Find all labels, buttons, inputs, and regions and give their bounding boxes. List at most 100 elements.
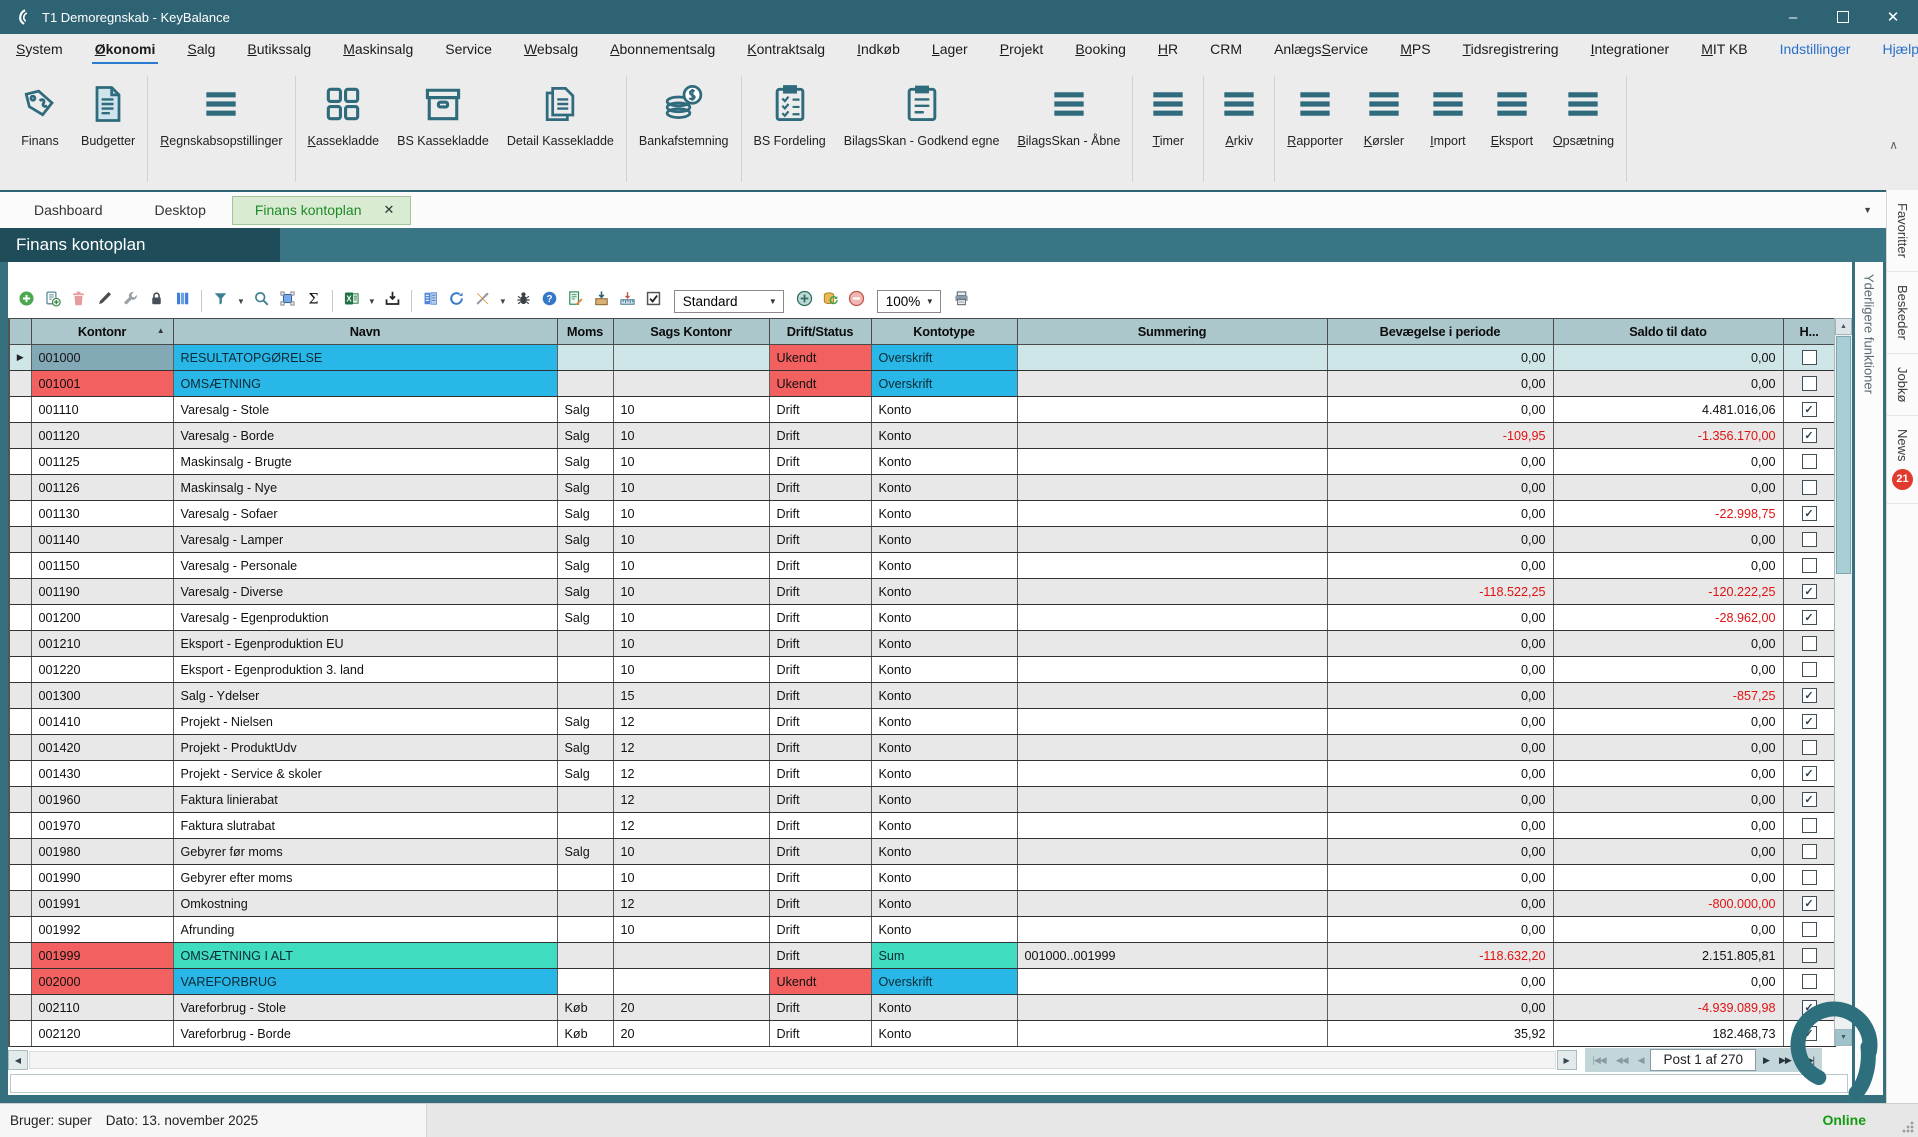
help-button[interactable]: ? bbox=[537, 288, 562, 314]
menu-maskinsalg[interactable]: Maskinsalg bbox=[343, 41, 414, 57]
row-checkbox[interactable]: ✓ bbox=[1801, 428, 1817, 443]
menu-indstillinger[interactable]: Indstillinger bbox=[1779, 41, 1851, 57]
menu-butikssalg[interactable]: Butikssalg bbox=[247, 41, 312, 57]
table-row-001991[interactable]: 001991 Omkostning 12 Drift Konto 0,00 -800.000… bbox=[9, 890, 1836, 917]
search-button[interactable] bbox=[249, 288, 274, 314]
archive-box-button[interactable] bbox=[589, 288, 614, 314]
ribbon-regnskabsopstillinger[interactable]: Regnskabsopstillinger bbox=[151, 76, 291, 148]
menu-service[interactable]: Service bbox=[445, 41, 492, 57]
prev-page-button[interactable]: ◀◀ bbox=[1615, 1054, 1629, 1065]
scroll-down-icon[interactable]: ▼ bbox=[1835, 1029, 1852, 1046]
refresh-grid-button[interactable] bbox=[444, 288, 469, 314]
menu-lager[interactable]: Lager bbox=[931, 41, 968, 57]
table-row-001200[interactable]: 001200 Varesalg - Egenproduktion Salg 10 Dri… bbox=[9, 604, 1836, 631]
table-row-001300[interactable]: 001300 Salg - Ydelser 15 Drift Konto 0,00 -857… bbox=[9, 682, 1836, 709]
standard-checkbox-button[interactable] bbox=[641, 288, 666, 314]
table-row-001980[interactable]: 001980 Gebyrer før moms Salg 10 Drift Konto 0,… bbox=[9, 838, 1836, 865]
row-selector-column[interactable] bbox=[8, 318, 32, 345]
row-checkbox[interactable]: ✓ bbox=[1801, 402, 1817, 417]
row-checkbox[interactable] bbox=[1801, 974, 1817, 989]
dropdown-caret-icon[interactable]: ▼ bbox=[498, 296, 507, 306]
row-checkbox[interactable]: ✓ bbox=[1801, 896, 1817, 911]
row-checkbox[interactable] bbox=[1801, 480, 1817, 495]
print-button[interactable] bbox=[949, 288, 974, 314]
copy-record-button[interactable] bbox=[40, 288, 65, 314]
row-checkbox[interactable] bbox=[1801, 818, 1817, 833]
menu-projekt[interactable]: Projekt bbox=[999, 41, 1044, 57]
add-layout-button[interactable] bbox=[792, 288, 817, 314]
vertical-scrollbar[interactable]: ▲ ▼ bbox=[1834, 318, 1852, 1046]
excel-export-button[interactable]: X bbox=[339, 288, 364, 314]
horizontal-scrollbar[interactable] bbox=[29, 1051, 1556, 1069]
tab-list-dropdown-icon[interactable]: ▼ bbox=[1863, 205, 1872, 215]
column-header-summering[interactable]: Summering bbox=[1016, 318, 1328, 345]
menu-abonnementsalg[interactable]: Abonnementsalg bbox=[610, 41, 716, 57]
menu-crm[interactable]: CRM bbox=[1210, 41, 1243, 57]
row-checkbox[interactable] bbox=[1801, 844, 1817, 859]
remove-layout-button[interactable] bbox=[844, 288, 869, 314]
table-row-001430[interactable]: 001430 Projekt - Service & skoler Salg 12 Dr… bbox=[9, 760, 1836, 787]
tab-dashboard[interactable]: Dashboard bbox=[8, 196, 129, 225]
row-checkbox[interactable] bbox=[1801, 740, 1817, 755]
row-checkbox[interactable] bbox=[1801, 870, 1817, 885]
table-row-001970[interactable]: 001970 Faktura slutrabat 12 Drift Konto 0,00 0… bbox=[9, 812, 1836, 839]
table-row-001120[interactable]: 001120 Varesalg - Borde Salg 10 Drift Konto -1… bbox=[9, 422, 1836, 449]
edit-record-button[interactable] bbox=[92, 288, 117, 314]
menu-tidsregistrering[interactable]: Tidsregistrering bbox=[1462, 41, 1559, 57]
close-button[interactable]: ✕ bbox=[1886, 9, 1900, 26]
customize-tools-button[interactable] bbox=[470, 288, 495, 314]
table-row-001210[interactable]: 001210 Eksport - Egenproduktion EU 10 Drift… bbox=[9, 630, 1836, 657]
sidebar-item-beskeder[interactable]: Beskeder bbox=[1887, 272, 1918, 354]
prev-record-button[interactable]: ◀ bbox=[1637, 1054, 1645, 1065]
sidebar-item-news[interactable]: News 21 bbox=[1887, 416, 1918, 504]
row-checkbox[interactable]: ✓ bbox=[1801, 792, 1817, 807]
ribbon-finans[interactable]: Finans bbox=[8, 76, 72, 148]
table-row-001410[interactable]: 001410 Projekt - Nielsen Salg 12 Drift Konto 0… bbox=[9, 708, 1836, 735]
column-header-kontotype[interactable]: Kontotype bbox=[870, 318, 1018, 345]
ribbon-bankafstemning[interactable]: Bankafstemning bbox=[630, 76, 738, 148]
table-row-002110[interactable]: 002110 Vareforbrug - Stole Køb 20 Drift Konto… bbox=[9, 994, 1836, 1021]
ribbon-bilagsskan-åbne[interactable]: BilagsSkan - Åbne bbox=[1008, 76, 1129, 148]
row-checkbox[interactable] bbox=[1801, 376, 1817, 391]
ribbon-kassekladde[interactable]: Kassekladde bbox=[299, 76, 389, 148]
sidebar-item-favoritter[interactable]: Favoritter bbox=[1887, 190, 1918, 272]
menu-økonomi[interactable]: Økonomi bbox=[79, 34, 172, 65]
menu-system[interactable]: System bbox=[16, 41, 63, 57]
ribbon-rapporter[interactable]: Rapporter bbox=[1278, 76, 1352, 148]
lock-record-button[interactable] bbox=[144, 288, 169, 314]
column-header-h[interactable]: H... bbox=[1782, 318, 1836, 345]
table-row-001000[interactable]: ▶ 001000 RESULTATOPGØRELSE Ukendt Overskrift… bbox=[9, 344, 1836, 371]
row-checkbox[interactable]: ✓ bbox=[1801, 714, 1817, 729]
close-tab-icon[interactable]: ✕ bbox=[383, 201, 395, 217]
minimize-button[interactable]: – bbox=[1788, 8, 1798, 26]
table-row-001140[interactable]: 001140 Varesalg - Lamper Salg 10 Drift Konto 0… bbox=[9, 526, 1836, 553]
row-checkbox[interactable] bbox=[1801, 558, 1817, 573]
dropdown-caret-icon[interactable]: ▼ bbox=[367, 296, 376, 306]
audit-note-button[interactable] bbox=[563, 288, 588, 314]
sum-button[interactable]: Σ bbox=[301, 288, 326, 314]
row-checkbox[interactable]: ✓ bbox=[1801, 766, 1817, 781]
ribbon-timer[interactable]: Timer bbox=[1136, 76, 1200, 148]
column-header-saldo-til-dato[interactable]: Saldo til dato bbox=[1552, 318, 1784, 345]
table-row-001001[interactable]: 001001 OMSÆTNING Ukendt Overskrift 0,00 0,00 bbox=[9, 370, 1836, 397]
row-checkbox[interactable] bbox=[1801, 532, 1817, 547]
menu-hr[interactable]: HR bbox=[1157, 41, 1179, 57]
table-row-001126[interactable]: 001126 Maskinsalg - Nye Salg 10 Drift Konto 0,… bbox=[9, 474, 1836, 501]
menu-integrationer[interactable]: Integrationer bbox=[1590, 41, 1670, 57]
hscroll-left-button[interactable]: ◀ bbox=[8, 1050, 28, 1070]
table-row-002120[interactable]: 002120 Vareforbrug - Borde Køb 20 Drift Konto… bbox=[9, 1020, 1836, 1047]
row-checkbox[interactable]: ✓ bbox=[1801, 1000, 1817, 1015]
delete-record-button[interactable] bbox=[66, 288, 91, 314]
column-header-moms[interactable]: Moms bbox=[556, 318, 614, 345]
row-checkbox[interactable] bbox=[1801, 350, 1817, 365]
ribbon-budgetter[interactable]: Budgetter bbox=[72, 76, 144, 148]
ribbon-import[interactable]: Import bbox=[1416, 76, 1480, 148]
measure-button[interactable] bbox=[615, 288, 640, 314]
row-checkbox[interactable] bbox=[1801, 922, 1817, 937]
table-row-001150[interactable]: 001150 Varesalg - Personale Salg 10 Drift Kon… bbox=[9, 552, 1836, 579]
row-checkbox[interactable]: ✓ bbox=[1801, 688, 1817, 703]
more-functions-panel[interactable]: Yderligere funktioner bbox=[1855, 262, 1883, 1095]
row-checkbox[interactable]: ✓ bbox=[1801, 1026, 1817, 1041]
next-record-button[interactable]: ▶ bbox=[1763, 1054, 1770, 1065]
resize-grip-icon[interactable] bbox=[1902, 1121, 1914, 1133]
